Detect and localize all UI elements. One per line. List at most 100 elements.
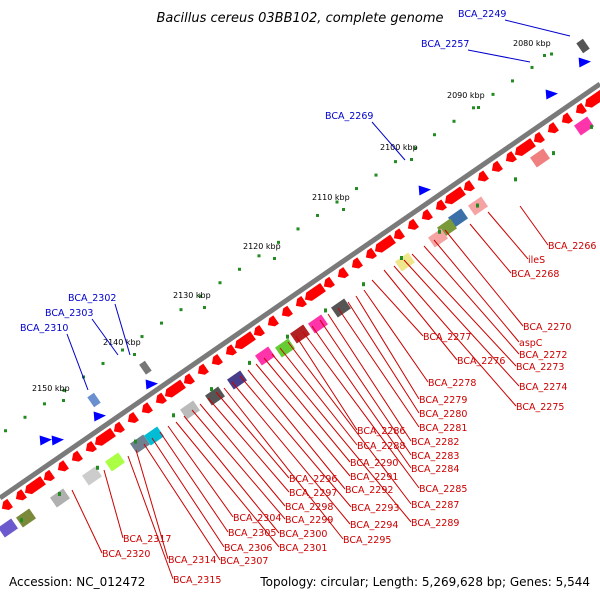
tick-dots (4, 52, 553, 433)
tick-dot (218, 281, 222, 285)
reverse-gene-label: BCA_2284 (411, 464, 459, 475)
tick-mark (62, 399, 65, 402)
label-leader (319, 319, 412, 456)
reverse-gene-label: BCA_2282 (411, 437, 459, 448)
inner-tick (210, 387, 213, 392)
label-leader (504, 19, 571, 37)
tick-dot (101, 361, 105, 365)
reverse-gene-label: BCA_2304 (233, 513, 281, 524)
reverse-gene-label: ileS (528, 255, 545, 266)
reverse-gene-arrow (85, 440, 97, 453)
reverse-gene-arrow (267, 315, 279, 327)
forward-gene-label: BCA_2249 (458, 9, 506, 20)
feature-block (87, 392, 101, 408)
label-leader (423, 245, 520, 355)
feature-block (0, 518, 18, 538)
tick-mark (342, 208, 345, 211)
inner-tick (58, 491, 61, 496)
label-leader (302, 331, 420, 489)
tick-mark (273, 257, 276, 260)
forward-gene-arrow (145, 379, 158, 390)
tick-mark (410, 158, 413, 161)
label-leader (519, 205, 549, 246)
reverse-gene-arrow (337, 267, 349, 279)
label-leader (371, 121, 406, 161)
reverse-gene-label: BCA_2296 (289, 474, 337, 485)
label-leader (135, 449, 169, 560)
reverse-gene-label: BCA_2278 (428, 378, 476, 389)
label-leader (255, 363, 351, 477)
tick-dot (316, 213, 319, 217)
forward-gene-arrow (578, 57, 591, 68)
tick-dot (472, 106, 475, 110)
label-leader (444, 229, 524, 327)
reverse-gene-arrow (211, 354, 223, 366)
tick-dot (160, 321, 163, 325)
forward-gene-arrow (39, 435, 52, 446)
feature-block (574, 116, 594, 136)
reverse-gene-label: BCA_2283 (411, 451, 459, 462)
reverse-gene-label: BCA_2286 (357, 426, 405, 437)
tick-dot (394, 160, 397, 164)
forward-gene-label: BCA_2302 (68, 293, 116, 304)
feature-block (428, 228, 448, 248)
tick-dot (140, 335, 144, 339)
reverse-gene-arrow (393, 228, 405, 240)
forward-features (39, 38, 591, 446)
reverse-gene-label: BCA_2275 (516, 402, 564, 413)
tick-dot (277, 240, 280, 244)
feature-block (82, 466, 102, 486)
tick-labels: 2080 kbp 2090 kbp 2100 kbp 2110 kbp 2120 kbp… (32, 39, 551, 402)
reverse-gene-label: BCA_2293 (351, 503, 399, 514)
label-leader (215, 391, 290, 479)
reverse-features (0, 89, 600, 538)
reverse-gene-arrow (164, 379, 186, 398)
reverse-gene-arrow (491, 160, 503, 172)
inner-tick (20, 518, 23, 523)
feature-block (16, 508, 36, 528)
reverse-gene-label: BCA_2306 (224, 543, 272, 554)
label-leader (167, 425, 234, 518)
tick-dot (199, 294, 202, 298)
reverse-gene-label: BCA_2307 (220, 556, 268, 567)
reverse-gene-arrow (281, 305, 293, 317)
map-title: Bacillus cereus 03BB102, complete genome (156, 11, 443, 26)
accession-text: Accession: NC_012472 (9, 575, 145, 589)
feature-block (180, 400, 200, 420)
label-leader (199, 403, 286, 507)
reverse-gene-label: BCA_2297 (289, 488, 337, 499)
tick-dot (491, 92, 495, 96)
reverse-gene-label: BCA_2277 (423, 332, 471, 343)
inner-tick (476, 203, 479, 208)
reverse-gene-arrow (94, 427, 116, 446)
inner-tick (248, 360, 251, 365)
reverse-gene-label: BCA_2305 (228, 528, 276, 539)
feature-block (139, 360, 152, 375)
reverse-gene-label: BCA_2300 (279, 529, 327, 540)
reverse-gene-label: BCA_2299 (285, 515, 333, 526)
feature-block (275, 338, 295, 358)
reverse-gene-label: BCA_2280 (419, 409, 467, 420)
tick-dot (23, 415, 27, 419)
reverse-gene-arrow (295, 296, 307, 308)
reverse-gene-label: BCA_2274 (519, 382, 567, 393)
reverse-gene-label: BCA_2317 (123, 534, 171, 545)
reverse-gene-arrow (533, 131, 545, 143)
reverse-gene-label: BCA_2291 (350, 472, 398, 483)
tick-label: 2120 kbp (243, 242, 281, 251)
tick-dot (511, 79, 514, 83)
reverse-gene-arrow (113, 421, 125, 433)
reverse-gene-arrow (15, 489, 27, 501)
reverse-gene-label: BCA_2276 (457, 356, 505, 367)
inner-tick (96, 465, 99, 470)
reverse-gene-arrow (234, 331, 256, 350)
reverse-gene-arrow (547, 122, 559, 134)
feature-block (227, 370, 247, 390)
tick-mark (477, 106, 480, 109)
reverse-gene-label: BCA_2281 (419, 423, 467, 434)
reverse-gene-label: BCA_2289 (411, 518, 459, 529)
forward-gene-arrow (51, 435, 64, 446)
label-leader (337, 307, 420, 428)
reverse-gene-label: BCA_2285 (419, 484, 467, 495)
